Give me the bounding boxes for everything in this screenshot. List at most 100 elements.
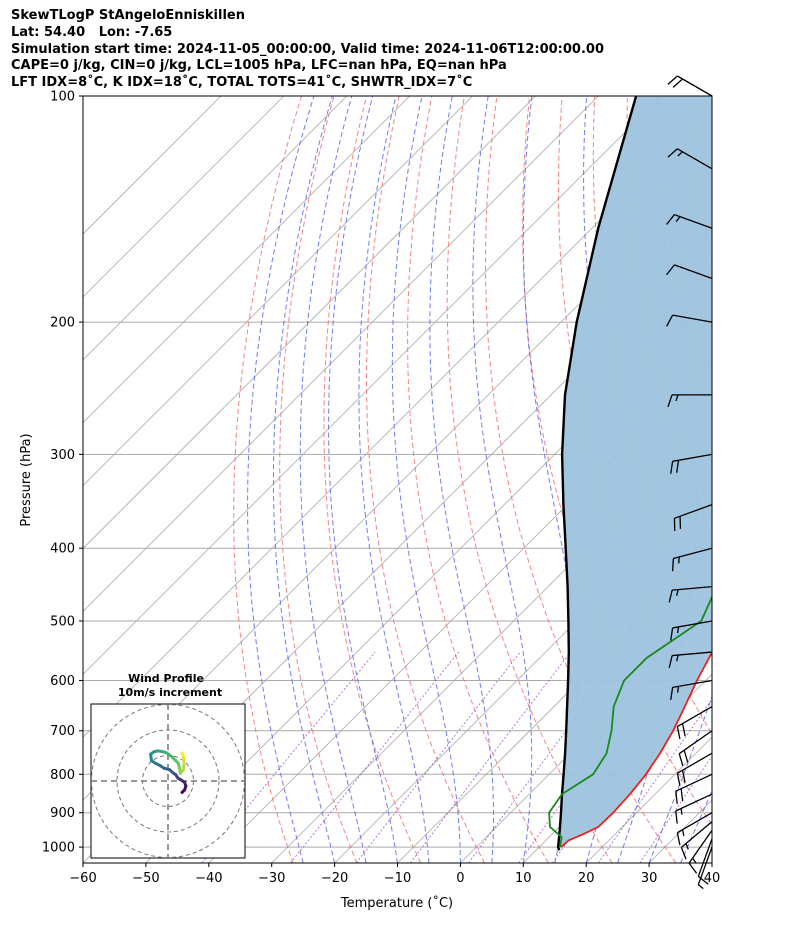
- barb-flag: [670, 687, 674, 701]
- moist-adiabat: [648, 695, 712, 863]
- barb-flag: [666, 314, 674, 327]
- barb-staff: [688, 829, 713, 864]
- isotherm-line: [83, 107, 712, 738]
- isotherm-line: [83, 96, 473, 487]
- wind-barb: [671, 547, 713, 572]
- x-tick-label: 10: [515, 871, 532, 886]
- barb-flag: [675, 810, 678, 824]
- dry-adiabat: [365, 96, 485, 863]
- wind-barb: [670, 453, 713, 474]
- y-tick-label: 1000: [42, 841, 75, 856]
- wind-barb: [667, 394, 712, 408]
- y-axis: 1000 900 800 700 600 500 400 300 200 100: [42, 90, 83, 856]
- dry-adiabat: [725, 96, 794, 863]
- barb-flag: [680, 788, 684, 802]
- wind-barbs: [666, 75, 713, 890]
- y-tick-label: 500: [50, 614, 75, 629]
- y-tick-label: 300: [50, 448, 75, 463]
- y-tick-label: 100: [50, 90, 75, 105]
- barb-flag: [667, 394, 673, 408]
- hodograph-subtitle: 10m/s increment: [118, 686, 222, 699]
- barb-staff: [672, 314, 713, 323]
- moist-adiabat: [429, 96, 494, 863]
- barb-flag: [697, 875, 709, 885]
- dry-adiabat: [233, 96, 302, 863]
- moist-adiabat: [327, 96, 398, 863]
- barb-flag: [667, 148, 678, 158]
- dewpoint-line: [548, 594, 712, 848]
- barb-flag: [676, 773, 681, 786]
- wind-barb: [680, 821, 713, 860]
- mixing-ratio-line: [410, 651, 571, 863]
- x-tick-label: 40: [704, 871, 721, 886]
- barb-half-flag: [676, 626, 680, 634]
- isotherm-line: [334, 485, 712, 863]
- wind-barb: [675, 773, 713, 804]
- barb-staff: [674, 504, 713, 519]
- wind-barb: [676, 706, 713, 740]
- cape-line: CAPE=0 j/kg, CIN=0 j/kg, LCL=1005 hPa, L…: [11, 58, 507, 74]
- barb-flag: [681, 723, 686, 737]
- barb-half-flag: [691, 857, 697, 864]
- x-tick-label: −60: [69, 871, 96, 886]
- dry-adiabat: [279, 96, 358, 863]
- x-tick-label: 20: [578, 871, 595, 886]
- profile-lines: [548, 96, 712, 851]
- wind-barb: [668, 651, 713, 669]
- wind-barb: [667, 148, 713, 170]
- wind-barb: [676, 752, 713, 786]
- wind-barb: [688, 829, 713, 874]
- barb-flag: [676, 832, 681, 846]
- barb-staff: [678, 730, 713, 755]
- isotherm-line: [83, 96, 222, 235]
- mixing-ratio-line: [290, 651, 459, 863]
- x-tick-label: −50: [132, 871, 159, 886]
- barb-flag: [676, 460, 680, 473]
- isotherm-line: [83, 96, 662, 675]
- x-axis: −60 −50 −40 −30 −20 −10 0 10 20 30 40: [69, 863, 720, 886]
- cape-shade: [558, 96, 712, 851]
- moist-adiabat: [744, 96, 794, 863]
- dry-adiabat: [446, 96, 613, 863]
- barb-staff: [673, 547, 713, 560]
- barb-half-flag: [676, 686, 680, 693]
- barb-staff: [674, 264, 713, 280]
- isotherm-line: [145, 296, 712, 863]
- wind-barb: [670, 679, 713, 701]
- dry-adiabat: [323, 96, 422, 863]
- barb-half-flag: [675, 216, 681, 222]
- barb-flag: [678, 753, 684, 766]
- dry-adiabat: [790, 96, 794, 863]
- wind-barb: [666, 213, 713, 229]
- moist-adiabat: [273, 96, 336, 863]
- barb-half-flag: [681, 829, 685, 837]
- shaded-region: [558, 96, 712, 851]
- title-station: SkewTLogP StAngeloEnniskillen: [11, 8, 245, 23]
- chart-header: SkewTLogP StAngeloEnniskillen Lat: 54.40 …: [11, 8, 604, 92]
- barb-half-flag: [676, 654, 679, 662]
- mixing-ratio-line: [201, 651, 376, 863]
- barb-staff: [672, 679, 713, 689]
- moist-adiabat: [358, 96, 430, 863]
- wind-barb: [670, 620, 713, 641]
- moist-adiabat: [247, 96, 315, 863]
- barb-staff: [677, 706, 713, 728]
- isotherm-line: [83, 96, 285, 298]
- y-tick-label: 900: [50, 806, 75, 821]
- barb-flag: [666, 264, 675, 276]
- y-tick-label: 200: [50, 316, 75, 331]
- indices-line: LFT IDX=8˚C, K IDX=18˚C, TOTAL TOTS=41˚C…: [11, 75, 473, 91]
- wind-barb: [668, 585, 713, 603]
- barb-flag: [670, 627, 674, 641]
- dry-adiabat: [758, 96, 794, 863]
- barb-staff: [677, 812, 713, 834]
- barb-staff: [672, 620, 713, 629]
- barb-flag: [681, 770, 686, 783]
- dry-adiabat: [407, 96, 549, 863]
- time-line: Simulation start time: 2024-11-05_00:00:…: [11, 41, 604, 57]
- wind-barb: [676, 812, 713, 846]
- x-tick-label: −40: [195, 871, 222, 886]
- isotherm-line: [83, 96, 536, 550]
- y-tick-label: 400: [50, 542, 75, 557]
- isotherm-line: [83, 96, 348, 361]
